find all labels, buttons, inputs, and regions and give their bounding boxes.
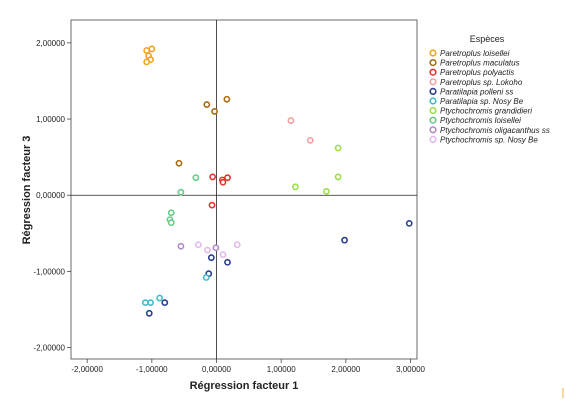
data-point [202,274,210,281]
y-axis-title: Régression facteur 3 [21,136,33,245]
data-point [204,246,211,254]
legend-label: Ptychochromis grandidieri [440,107,532,116]
legend-marker [429,97,437,105]
data-point [323,188,330,195]
data-point [334,144,342,152]
legend-marker [429,106,437,115]
data-point [405,219,413,227]
legend-label: Paretroplus polyactis [440,68,514,77]
data-point [156,294,164,302]
data-point [223,95,231,103]
x-tick-label: 3,00000 [396,365,425,374]
data-point [148,45,156,53]
legend-marker [429,49,437,57]
data-points [141,45,413,317]
data-point [211,108,218,115]
data-point [195,241,202,249]
data-point [192,174,200,182]
y-tick-label: -2,00000 [33,344,65,353]
legend-label: Paretroplus maculatus [440,59,520,68]
data-point [224,258,231,266]
x-tick-label: -2,00000 [71,365,103,374]
data-point [212,244,220,252]
legend-marker [429,135,437,143]
legend-label: Ptychochromis loisellei [440,116,521,125]
data-point [175,159,183,167]
data-point [341,236,348,244]
data-point [287,117,295,124]
y-tick-label: 1,00000 [36,115,65,124]
y-tick-label: 2,00000 [36,39,65,48]
legend-marker [429,78,437,86]
data-point [292,183,299,191]
reference-lines [71,20,417,359]
legend-marker [429,116,437,124]
legend-title: Espèces [470,34,505,44]
y-tick-label: 0,00000 [36,191,65,200]
legend: Espèces Paretroplus loiselleiParetroplus… [429,34,550,144]
legend-label: Ptychochromis oligacanthus ss [440,126,550,135]
plot-area [70,19,418,360]
legend-marker [429,126,437,134]
data-point [334,173,342,181]
data-point [203,101,211,108]
data-point [208,201,216,209]
x-axis-title: Régression facteur 1 [190,380,299,392]
legend-marker [429,58,437,67]
x-tick-label: -1,00000 [136,365,168,374]
data-point [209,173,217,181]
data-point [143,58,151,66]
x-axis: -2,00000 -1,00000 0,00000 1,00000 2,00000 3,0… [71,359,426,374]
legend-label: Paretroplus loisellei [440,49,510,58]
data-point [147,299,154,307]
legend-label: Paratilapia sp. Nosy Be [440,97,524,106]
data-point [219,251,227,259]
x-tick-label: 1,00000 [267,365,296,374]
legend-label: Ptychochromis sp. Nosy Be [440,135,538,144]
legend-label: Paretroplus sp. Lokoho [440,78,523,87]
legend-marker [429,87,437,95]
legend-marker [429,68,437,76]
data-point [207,254,215,262]
data-point [167,209,175,217]
data-point [224,174,231,182]
x-tick-label: 0,00000 [202,365,231,374]
data-point [219,178,227,186]
x-tick-label: 2,00000 [331,365,360,374]
data-point [167,219,175,227]
data-point [145,309,153,317]
data-point [161,299,169,307]
legend-label: Paratilapia polleni ss [440,87,513,96]
data-point [233,241,241,249]
y-tick-label: -1,00000 [33,267,65,276]
data-point [177,242,185,250]
y-axis: -2,00000 -1,00000 0,00000 1,00000 2,00000 [33,39,71,353]
data-point [306,136,314,144]
data-point [177,188,185,196]
